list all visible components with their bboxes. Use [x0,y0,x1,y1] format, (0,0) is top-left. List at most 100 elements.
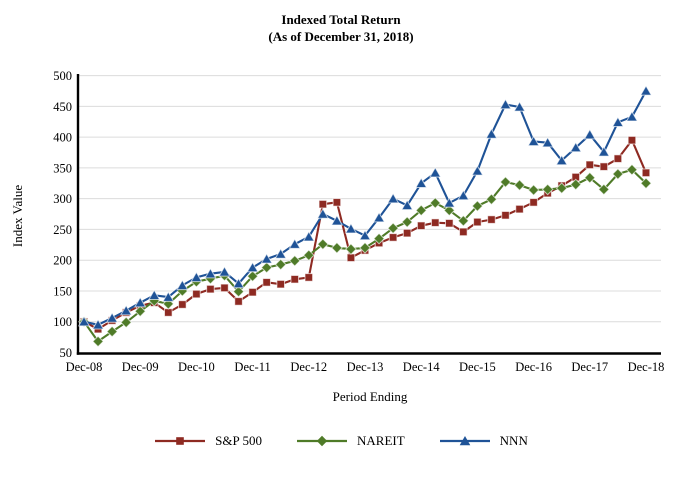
marker-nareit-Mar-15 [429,197,442,209]
marker-nareit-Sep-16 [513,179,526,192]
marker-nnn-Dec-09 [134,296,147,308]
marker-nnn-Jun-16 [499,98,512,110]
marker-s-p-500-Jun-13 [332,198,342,207]
x-tick-label-Dec-11: Dec-11 [234,360,270,374]
marker-s-p-500-Jun-18 [613,154,623,163]
marker-s-p-500-Mar-15 [430,218,440,227]
marker-nnn-Dec-16 [527,135,540,147]
marker-nnn-Dec-18 [639,84,653,96]
y-tick-label-200: 200 [53,254,72,268]
marker-nareit-Dec-18 [640,177,652,190]
marker-s-p-500-Jun-12 [276,279,285,289]
marker-s-p-500-Dec-15 [473,217,482,227]
marker-nareit-Sep-13 [345,243,357,256]
marker-s-p-500-Mar-16 [487,215,496,224]
legend-item-sp500: S&P 500 [154,433,262,449]
y-tick-label-450: 450 [53,100,72,114]
marker-nareit-Mar-12 [260,261,273,274]
marker-s-p-500-Jun-10 [164,308,173,317]
marker-nareit-Mar-13 [316,238,329,251]
marker-nareit-Dec-15 [471,200,484,212]
marker-nareit-Jun-16 [499,176,512,188]
marker-nnn-Dec-10 [190,271,203,283]
legend-marker-square-icon [176,437,184,445]
marker-nnn-Jun-15 [443,196,456,208]
nnn-line-marker-icon [439,436,490,446]
marker-nnn-Dec-13 [358,229,372,241]
legend-item-nnn: NNN [439,433,528,449]
marker-nnn-Sep-10 [176,279,189,291]
chart-title-line2: (As of December 31, 2018) [268,29,414,44]
legend-item-nareit: NAREIT [296,433,405,449]
marker-s-p-500-Sep-12 [290,274,300,284]
marker-nnn-Mar-17 [541,136,554,148]
x-tick-label-Dec-08: Dec-08 [66,360,103,374]
marker-s-p-500-Jun-11 [220,283,229,293]
x-axis-title: Period Ending [332,389,408,404]
marker-s-p-500-Mar-13 [318,199,328,209]
marker-nareit-Jun-18 [611,168,624,180]
marker-nnn-Sep-18 [625,110,639,122]
marker-nareit-Dec-16 [527,184,540,196]
x-tick-label-Dec-12: Dec-12 [290,360,327,374]
marker-s-p-500-Mar-11 [206,284,215,294]
marker-nnn-Mar-10 [148,289,161,300]
marker-nnn-Mar-18 [597,145,611,157]
marker-nareit-Sep-15 [457,214,470,227]
marker-nnn-Dec-15 [471,164,484,176]
marker-s-p-500-Sep-10 [178,300,187,309]
marker-nnn-Sep-17 [569,141,582,153]
marker-s-p-500-Mar-18 [599,162,609,171]
nareit-line-marker-icon [297,435,347,447]
marker-nnn-Jun-14 [386,192,400,204]
marker-nnn-Mar-14 [372,211,386,223]
marker-s-p-500-Dec-14 [416,221,426,231]
marker-nareit-Sep-11 [232,285,245,298]
marker-nnn-Mar-12 [260,252,273,264]
x-tick-label-Dec-10: Dec-10 [178,360,215,374]
chart-legend: S&P 500 NAREIT NNN [0,433,682,449]
marker-nareit-Sep-12 [288,254,301,267]
marker-nnn-Mar-11 [204,267,217,279]
marker-nareit-Dec-12 [302,249,315,262]
marker-nareit-Dec-13 [359,241,371,254]
marker-nareit-Mar-09 [92,335,104,348]
marker-nareit-Dec-14 [415,204,428,217]
marker-nareit-Sep-17 [569,178,582,191]
legend-label-nareit: NAREIT [357,433,405,448]
marker-s-p-500-Dec-17 [585,160,595,170]
marker-nnn-Sep-12 [288,238,301,249]
marker-s-p-500-Sep-14 [402,228,412,238]
marker-s-p-500-Dec-18 [641,168,651,178]
marker-nareit-Jun-13 [330,241,343,254]
marker-nnn-Mar-15 [429,166,442,178]
marker-nnn-Sep-11 [232,277,245,289]
marker-nnn-Mar-13 [316,208,330,219]
y-tick-label-100: 100 [53,315,72,329]
marker-nareit-Mar-16 [485,193,498,206]
marker-nnn-Sep-13 [344,222,358,234]
marker-nareit-Jun-12 [274,258,287,271]
series-line-nnn [82,89,648,326]
marker-nnn-Dec-14 [415,177,428,188]
marker-s-p-500-Dec-11 [248,287,257,297]
marker-nnn-Dec-12 [302,230,315,242]
marker-nnn-Mar-16 [485,128,498,139]
chart-title-line1: Indexed Total Return [281,12,401,27]
y-tick-label-150: 150 [53,284,72,298]
marker-nareit-Sep-18 [626,163,638,176]
legend-marker-diamond-icon [316,435,328,447]
marker-nareit-Sep-14 [401,216,414,228]
marker-s-p-500-Dec-10 [192,289,201,299]
marker-nnn-Jun-09 [105,312,119,323]
legend-marker-triangle-icon [459,436,470,446]
marker-s-p-500-Sep-13 [346,253,356,263]
y-tick-label-250: 250 [53,223,72,237]
marker-nnn-Jun-12 [274,248,287,259]
x-tick-label-Dec-18: Dec-18 [628,360,665,374]
sp500-line-marker-icon [155,437,206,445]
marker-nareit-Jun-15 [443,204,456,217]
marker-nnn-Jun-18 [611,116,625,128]
marker-nnn-Dec-08 [77,315,91,327]
x-tick-label-Dec-16: Dec-16 [515,360,552,374]
